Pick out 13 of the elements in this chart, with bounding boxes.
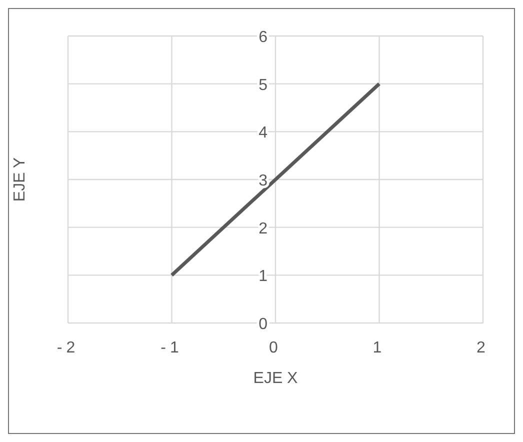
y-tick-label: 5: [258, 76, 268, 94]
y-tick-label: 3: [258, 172, 268, 190]
y-axis-title: EJE Y: [12, 157, 29, 202]
x-tick-label: 2: [476, 339, 490, 356]
y-tick-label: 1: [258, 268, 268, 286]
y-tick-label: 6: [258, 29, 268, 46]
x-tick-label: -1: [160, 339, 183, 356]
x-axis-title: EJE X: [253, 370, 298, 387]
x-tick-label: -2: [56, 339, 80, 356]
y-tick-label: 0: [258, 316, 268, 333]
y-tick-label: 2: [258, 220, 268, 238]
y-tick-label: 4: [258, 124, 268, 142]
x-tick-label: 1: [372, 339, 386, 356]
